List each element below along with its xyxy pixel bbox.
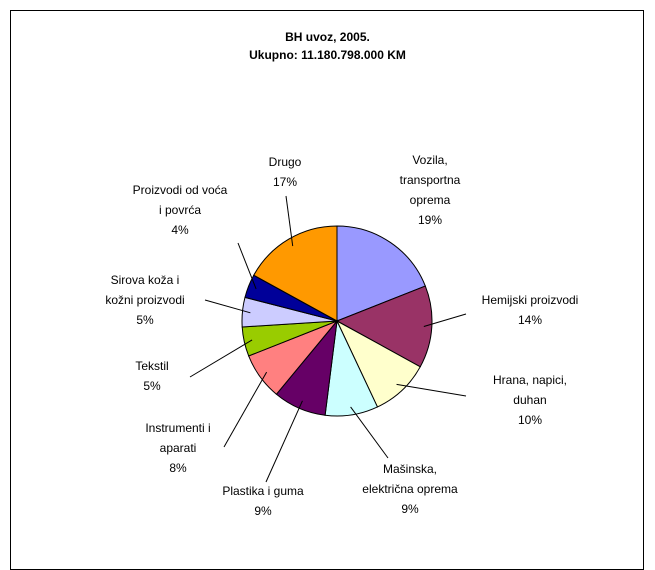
leader-line xyxy=(265,400,303,483)
value-label: 14% xyxy=(517,313,543,327)
leader-line xyxy=(396,383,467,397)
value-label: 8% xyxy=(169,461,187,475)
value-label: 5% xyxy=(136,313,154,327)
chart-title: BH uvoz, 2005. xyxy=(285,30,370,44)
value-label: 17% xyxy=(272,175,298,189)
slice-label: Drugo xyxy=(268,155,302,169)
slice-label: Proizvodi od voća i povrća xyxy=(132,183,228,217)
slice-label: Tekstil xyxy=(135,359,169,373)
value-label: 9% xyxy=(401,502,419,516)
page: {"chart_data": {"type": "pie", "title": … xyxy=(10,10,644,570)
value-label: 19% xyxy=(417,213,443,227)
value-label: 4% xyxy=(171,223,189,237)
leader-line xyxy=(423,313,467,327)
leader-line xyxy=(189,339,253,378)
slice-label: Sirova koža i kožni proizvodi xyxy=(105,273,185,307)
slice-label: Hemijski proizvodi xyxy=(481,293,579,307)
slice-label: Hrana, napici, duhan xyxy=(492,373,568,407)
leader-line xyxy=(350,406,389,459)
value-label: 5% xyxy=(143,379,161,393)
value-label: 9% xyxy=(254,504,272,518)
leader-line xyxy=(237,242,257,290)
pie-slice xyxy=(253,225,338,322)
pie-slice xyxy=(335,285,433,368)
chart-subtitle: Ukupno: 11.180.798.000 KM xyxy=(249,48,406,62)
pie-slice xyxy=(336,225,426,322)
value-label: 10% xyxy=(517,413,543,427)
slice-label: Instrumenti i aparati xyxy=(145,421,211,455)
leader-line xyxy=(285,195,294,247)
leader-line xyxy=(204,299,251,314)
chart xyxy=(189,195,467,483)
leader-line xyxy=(223,371,268,448)
slice-label: Mašinska, električna oprema xyxy=(362,462,458,496)
slice-label: Vozila, transportna oprema xyxy=(399,153,461,207)
slice-label: Plastika i guma xyxy=(222,484,304,498)
